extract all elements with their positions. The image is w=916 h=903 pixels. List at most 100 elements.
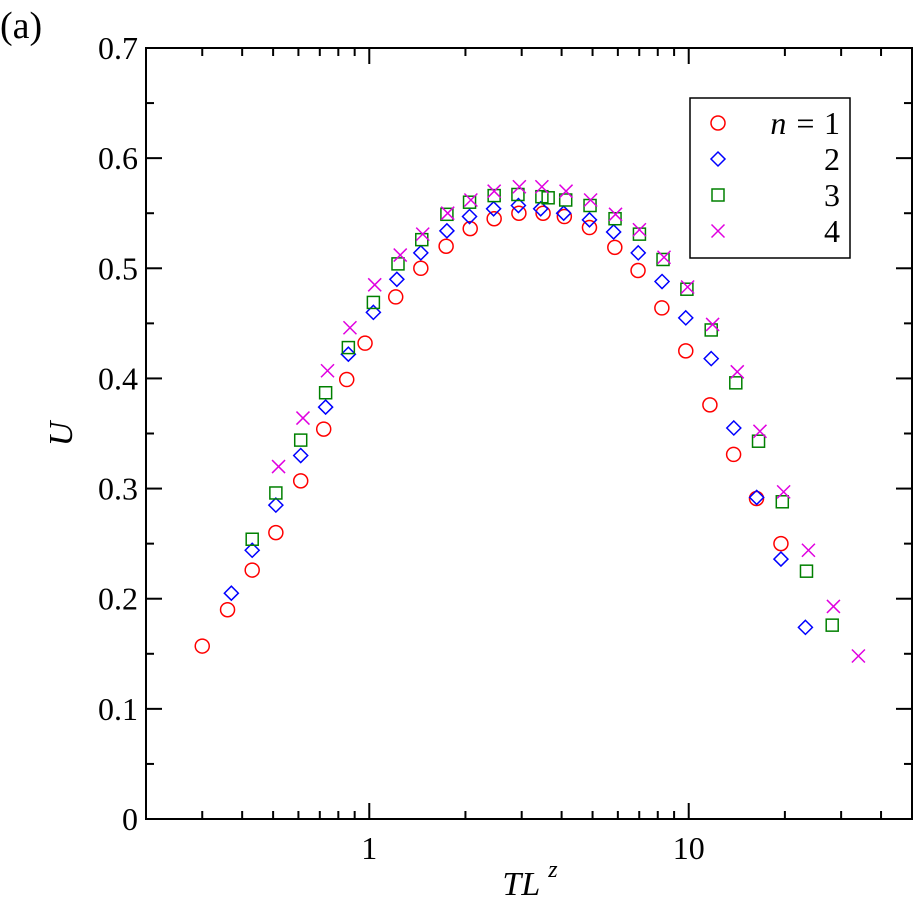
data-point <box>268 524 284 541</box>
x-tick-label: 10 <box>673 830 705 866</box>
data-point <box>555 205 572 222</box>
data-point <box>320 363 335 378</box>
data-point <box>608 207 623 222</box>
x-axis-ticks: 1 10 <box>145 48 913 866</box>
legend-value: 4 <box>824 213 840 249</box>
legend-label: 4 <box>824 213 840 249</box>
data-point <box>413 260 429 277</box>
x-tick-label: 1 <box>361 830 377 866</box>
data-point <box>219 601 236 618</box>
data-point <box>485 200 502 217</box>
legend-item-n1: n = 1 <box>710 105 840 141</box>
y-tick-label: 0 <box>122 801 138 837</box>
data-point <box>342 320 357 335</box>
data-point <box>244 562 260 578</box>
data-point <box>440 206 455 221</box>
data-point <box>677 309 694 326</box>
data-point <box>776 484 791 499</box>
data-point <box>365 304 382 321</box>
data-point <box>725 446 742 463</box>
y-tick-label: 0.6 <box>98 140 138 176</box>
data-point <box>388 271 405 288</box>
data-point <box>415 227 430 242</box>
data-point <box>535 205 551 221</box>
data-series <box>194 179 866 664</box>
data-point <box>292 473 309 489</box>
legend-item-n2: 2 <box>709 141 840 177</box>
data-point <box>680 282 694 296</box>
x-axis-title-superscript: z <box>547 857 558 883</box>
data-point <box>292 447 309 464</box>
data-point <box>318 385 333 400</box>
data-point <box>632 227 647 241</box>
legend-value: 3 <box>824 177 840 213</box>
data-point <box>752 424 767 439</box>
data-point <box>440 207 454 222</box>
data-point <box>438 238 454 255</box>
data-point <box>223 585 240 602</box>
data-point <box>357 335 373 351</box>
legend-marker <box>709 150 727 168</box>
data-point <box>608 211 622 226</box>
data-point <box>558 193 573 207</box>
data-point <box>367 277 382 292</box>
data-point <box>338 371 355 388</box>
data-point <box>680 279 695 295</box>
data-point <box>271 459 286 474</box>
y-tick-label: 0.5 <box>98 250 138 286</box>
legend-marker <box>710 115 726 131</box>
data-point <box>581 219 598 236</box>
data-point <box>730 364 745 379</box>
data-point <box>654 300 670 316</box>
data-point <box>559 184 574 199</box>
y-tick-label: 0.2 <box>98 581 138 617</box>
data-point <box>461 208 478 225</box>
legend-marker <box>711 188 725 202</box>
legend-item-n4: 4 <box>710 213 840 249</box>
data-point <box>729 376 743 390</box>
data-point <box>366 295 381 310</box>
data-point <box>657 250 672 265</box>
data-point <box>462 195 477 209</box>
data-point <box>751 434 766 448</box>
data-point <box>194 638 211 654</box>
data-point <box>703 350 720 367</box>
data-point <box>511 205 527 221</box>
legend-label: n = 1 <box>770 105 840 141</box>
data-point <box>391 257 405 271</box>
legend-value: 1 <box>824 105 840 141</box>
data-point <box>512 179 527 194</box>
y-axis-title: U <box>43 419 80 446</box>
data-point <box>702 397 718 413</box>
data-point <box>463 192 478 208</box>
data-point <box>725 419 742 437</box>
data-point <box>705 317 720 332</box>
data-point <box>387 289 404 305</box>
data-point <box>825 618 839 632</box>
y-tick-label: 0.1 <box>98 691 138 727</box>
data-point <box>315 421 332 437</box>
data-point <box>393 248 408 263</box>
data-point <box>851 648 866 664</box>
data-point <box>653 273 671 290</box>
data-point <box>462 220 478 237</box>
legend-label: 3 <box>824 177 840 213</box>
data-point <box>630 244 647 261</box>
x-axis-title-main: TL <box>502 866 540 903</box>
legend-label: 2 <box>824 141 840 177</box>
data-point <box>341 340 356 355</box>
data-point <box>293 433 308 447</box>
series-n2 <box>223 197 814 636</box>
legend-item-n3: 3 <box>711 177 840 213</box>
data-point <box>244 542 261 559</box>
data-point <box>797 619 814 636</box>
y-tick-label: 0.4 <box>98 360 138 396</box>
data-point <box>487 188 501 203</box>
data-point <box>678 343 694 359</box>
data-point <box>632 222 647 237</box>
y-tick-label: 0.3 <box>98 471 138 507</box>
x-axis-title: TL z <box>502 857 558 903</box>
data-point <box>534 179 549 194</box>
data-point <box>581 211 598 228</box>
